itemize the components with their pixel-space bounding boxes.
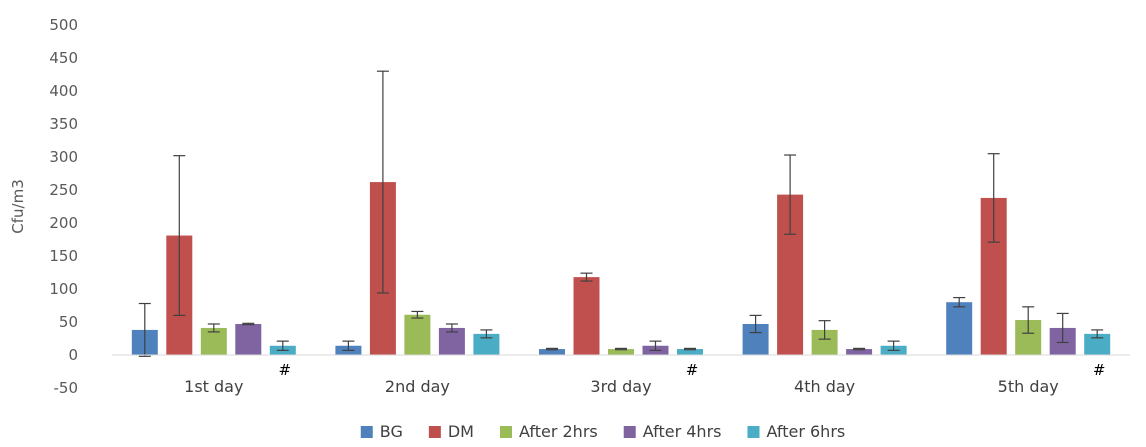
y-axis-label: Cfu/m3 [9, 179, 27, 233]
legend-label: After 4hrs [643, 422, 722, 441]
legend-label: DM [448, 422, 474, 441]
x-axis: 1st day 2nd day 3rd day 4th day 5th day [112, 354, 1130, 396]
bar [608, 349, 634, 355]
y-tick-label: -50 [54, 379, 79, 397]
legend-swatch [499, 426, 512, 438]
y-tick-label: 500 [49, 16, 78, 34]
legend-swatch [428, 426, 441, 438]
legend-swatch [623, 426, 636, 438]
y-tick-label: 0 [68, 346, 78, 364]
legend-label: BG [380, 422, 403, 441]
y-tick-label: 350 [49, 115, 78, 133]
bar [235, 323, 262, 355]
bar [404, 314, 431, 355]
plot-area: # # # [131, 70, 1111, 379]
legend-item: After 2hrs [499, 422, 598, 441]
y-tick-label: 450 [49, 49, 78, 67]
bar [473, 333, 500, 355]
y-tick-label: 400 [49, 82, 78, 100]
x-tick-label: 1st day [184, 377, 243, 396]
legend-swatch [360, 426, 373, 438]
legend: BG DM After 2hrs After 4hrs After 6hrs [360, 422, 845, 441]
x-tick-label: 5th day [998, 377, 1059, 396]
legend-item: DM [428, 422, 474, 441]
legend-item: After 4hrs [623, 422, 722, 441]
bar [846, 349, 873, 355]
legend-label: After 6hrs [766, 422, 845, 441]
bar [946, 302, 973, 355]
legend-label: After 2hrs [519, 422, 598, 441]
y-tick-label: 50 [59, 313, 78, 331]
y-tick-label: 100 [49, 280, 78, 298]
bar [573, 277, 600, 355]
legend-swatch [747, 426, 760, 438]
annotation-mark: # [1093, 361, 1106, 379]
y-tick-label: 150 [49, 247, 78, 265]
y-tick-label: 200 [49, 214, 78, 232]
y-tick-label: 300 [49, 148, 78, 166]
x-tick-label: 2nd day [385, 377, 450, 396]
x-tick-label: 4th day [794, 377, 855, 396]
annotation-mark: # [279, 361, 292, 379]
bar [677, 349, 703, 355]
legend-item: BG [360, 422, 403, 441]
bar [1084, 333, 1111, 355]
legend-item: After 6hrs [747, 422, 845, 441]
x-tick-label: 3rd day [590, 377, 651, 396]
annotation-mark: # [686, 361, 699, 379]
bar [539, 349, 565, 355]
y-tick-label: 250 [49, 181, 78, 199]
y-axis: -50 0 50 100 150 200 250 300 350 400 450 500 [49, 16, 78, 397]
